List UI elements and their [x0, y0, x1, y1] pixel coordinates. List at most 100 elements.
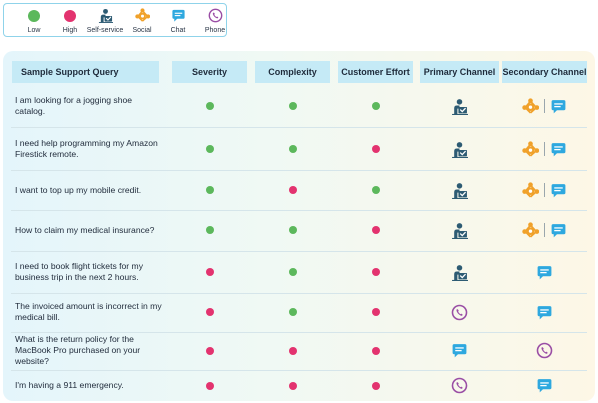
effort-cell	[338, 173, 413, 207]
channel-divider	[544, 223, 545, 237]
severity-cell	[172, 254, 247, 290]
legend-item-low: Low	[12, 7, 56, 35]
table-row: What is the return policy for the MacBoo…	[3, 334, 595, 367]
high-dot	[371, 381, 380, 390]
table-row: I want to top up my mobile credit.	[3, 173, 595, 207]
chat-icon	[550, 141, 567, 158]
legend-label: Low	[27, 27, 41, 34]
query-text: I'm having a 911 emergency.	[15, 380, 124, 390]
social-icon	[522, 140, 539, 158]
social-icon	[522, 181, 539, 199]
self-service-icon	[451, 98, 468, 115]
row-divider	[11, 370, 587, 371]
high-dot	[371, 226, 380, 234]
secondary-channel-cell	[502, 131, 587, 167]
legend: Low High Self-service Social Chat Phone	[3, 3, 227, 37]
header-complexity: Complexity	[255, 61, 330, 83]
query-text: I need to book flight tickets for my bus…	[15, 261, 144, 282]
legend-item-high: High	[48, 7, 92, 35]
secondary-channel-cell	[502, 372, 587, 399]
complexity-cell	[255, 212, 330, 248]
self-service-icon	[451, 222, 468, 239]
complexity-cell	[255, 372, 330, 399]
severity-cell	[172, 212, 247, 248]
low-dot	[288, 226, 297, 234]
chat-icon	[550, 182, 567, 199]
high-dot	[371, 308, 380, 316]
low-dot	[205, 102, 214, 110]
high-dot	[205, 346, 214, 355]
low-dot	[26, 8, 42, 23]
row-divider	[11, 332, 587, 333]
high-dot	[288, 381, 297, 390]
low-dot	[288, 102, 297, 110]
low-dot	[205, 226, 214, 234]
row-divider	[11, 210, 587, 211]
complexity-cell	[255, 254, 330, 290]
chat-icon	[550, 222, 567, 239]
low-dot	[288, 308, 297, 316]
effort-cell	[338, 254, 413, 290]
chat-icon	[451, 342, 468, 359]
table-row: The invoiced amount is incorrect in my m…	[3, 295, 595, 329]
social-icon	[522, 97, 539, 115]
legend-label: High	[62, 27, 78, 34]
secondary-channel-cell	[502, 88, 587, 124]
secondary-channel-cell	[502, 295, 587, 329]
table-row: I am looking for a jogging shoe catalog.	[3, 88, 595, 124]
high-dot	[288, 186, 297, 194]
secondary-channel-cell	[502, 173, 587, 207]
row-divider	[11, 127, 587, 128]
effort-cell	[338, 334, 413, 367]
primary-channel-cell	[420, 212, 499, 248]
low-dot	[288, 268, 297, 276]
legend-item-phone: Phone	[193, 7, 237, 35]
row-divider	[11, 293, 587, 294]
legend-label: Self-service	[86, 27, 124, 34]
low-dot	[371, 186, 380, 194]
primary-channel-cell	[420, 254, 499, 290]
secondary-channel-cell	[502, 212, 587, 248]
self-service-icon	[97, 8, 113, 23]
legend-item-chat: Chat	[156, 7, 200, 35]
low-dot	[371, 102, 380, 110]
self-service-icon	[451, 141, 468, 158]
high-dot	[371, 145, 380, 153]
phone-icon	[207, 8, 223, 23]
chat-icon	[170, 8, 186, 23]
severity-cell	[172, 88, 247, 124]
social-icon	[522, 221, 539, 239]
support-channel-table: Sample Support Query Severity Complexity…	[3, 51, 595, 401]
header-primary-channel: Primary Channel	[420, 61, 499, 83]
channel-divider	[544, 99, 545, 113]
effort-cell	[338, 131, 413, 167]
row-divider	[11, 251, 587, 252]
channel-divider	[544, 142, 545, 156]
legend-label: Phone	[204, 27, 226, 34]
table-row: How to claim my medical insurance?	[3, 212, 595, 248]
legend-item-selfservice: Self-service	[83, 7, 127, 35]
legend-item-social: Social	[120, 7, 164, 35]
query-text: I am looking for a jogging shoe catalog.	[15, 95, 133, 116]
low-dot	[205, 145, 214, 153]
channel-divider	[544, 183, 545, 197]
high-dot	[62, 8, 78, 23]
effort-cell	[338, 295, 413, 329]
phone-icon	[451, 304, 468, 321]
severity-cell	[172, 334, 247, 367]
complexity-cell	[255, 334, 330, 367]
primary-channel-cell	[420, 334, 499, 367]
query-text: I need help programming my Amazon Firest…	[15, 138, 158, 159]
social-icon	[134, 8, 150, 23]
header-secondary-channel: Secondary Channel	[502, 61, 587, 83]
query-text: I want to top up my mobile credit.	[15, 184, 142, 195]
chat-icon	[536, 377, 553, 394]
high-dot	[371, 268, 380, 276]
legend-label: Chat	[170, 27, 186, 34]
severity-cell	[172, 372, 247, 399]
low-dot	[205, 186, 214, 194]
table-row: I need to book flight tickets for my bus…	[3, 254, 595, 290]
high-dot	[205, 308, 214, 316]
severity-cell	[172, 295, 247, 329]
complexity-cell	[255, 131, 330, 167]
